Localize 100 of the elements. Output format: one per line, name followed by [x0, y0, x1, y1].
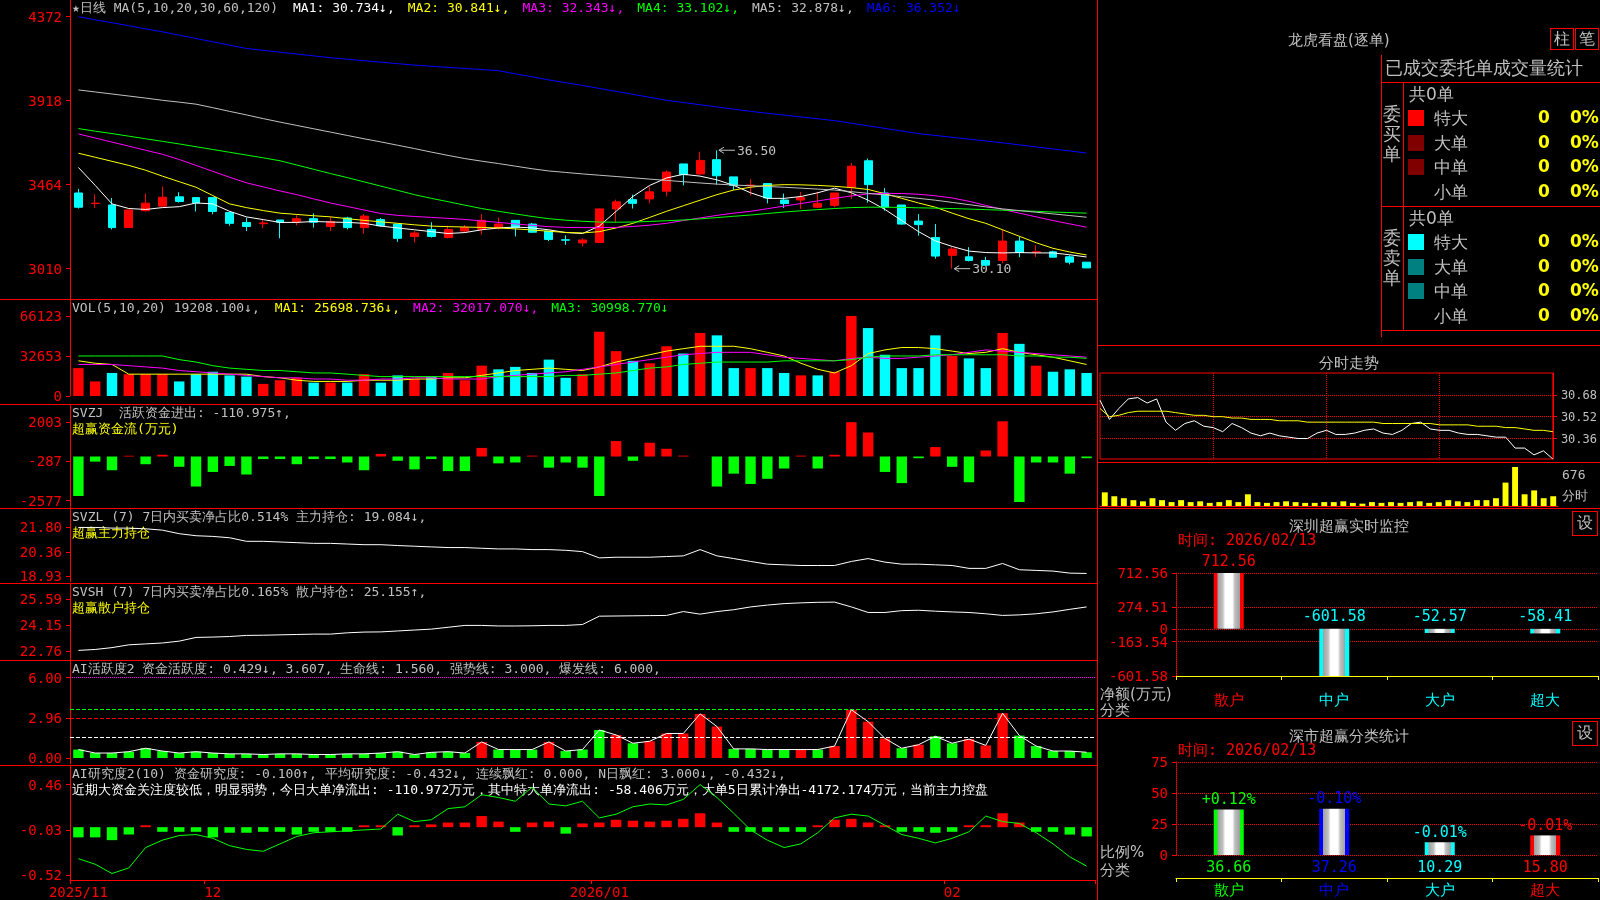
- data-label: 36.66: [1206, 857, 1252, 876]
- bar: [862, 432, 874, 457]
- bar: [1130, 500, 1137, 506]
- bar: [1064, 827, 1075, 835]
- bar: [1512, 467, 1519, 506]
- bar: [90, 827, 101, 838]
- category-label: 特大: [1434, 232, 1468, 252]
- line-series: [77, 166, 1088, 258]
- text: 0%: [1570, 180, 1599, 201]
- y-tick-label: 32653: [19, 348, 62, 365]
- y-tick-label: 25: [1151, 816, 1168, 832]
- text: 共0单: [1409, 207, 1454, 230]
- bar: [1030, 365, 1042, 396]
- chart-title: 深市超赢分类统计: [1289, 726, 1409, 745]
- bar: [862, 328, 874, 396]
- bar: [997, 421, 1008, 457]
- x-tick-label: 2025/11: [48, 884, 108, 900]
- bar: [493, 749, 504, 758]
- data-label: 0: [1538, 304, 1550, 325]
- bar: [1244, 494, 1251, 506]
- bar: [896, 456, 907, 484]
- bar: [493, 369, 504, 396]
- bar: [644, 363, 655, 396]
- data-label: -601.58: [1302, 607, 1366, 626]
- bar: [375, 382, 387, 396]
- bar: [862, 721, 874, 758]
- candlestick: [410, 230, 419, 244]
- bar: [1216, 502, 1223, 506]
- y-tick-label: 3918: [28, 92, 62, 109]
- bar: [846, 315, 857, 396]
- candlestick: [612, 199, 621, 223]
- bar: [1111, 496, 1118, 506]
- bar: [1540, 498, 1547, 506]
- category-label: 小单: [1434, 180, 1468, 204]
- bar: [1120, 498, 1127, 506]
- bar: [1330, 502, 1337, 506]
- data-label: 0: [1538, 156, 1550, 176]
- bar: [1531, 490, 1538, 506]
- bar: [1047, 456, 1059, 463]
- bar: [879, 738, 891, 758]
- y-tick-label: 50: [1151, 785, 1168, 801]
- bar: [1550, 496, 1557, 506]
- y-tick-label: -2577: [19, 492, 62, 509]
- bar: [291, 827, 303, 835]
- y-tick-label: 712.56: [1117, 565, 1168, 581]
- bar: [241, 753, 252, 758]
- bar: [812, 456, 823, 469]
- x-tick-label: 中户: [1319, 690, 1350, 709]
- bar: [694, 813, 706, 828]
- candlestick: [914, 213, 923, 237]
- data-label: 0: [1538, 255, 1550, 276]
- chart-title: SVSH (7) 7日内买卖净占比0.165% 散户持仓: 25.155↑,: [72, 584, 427, 599]
- bar: [140, 374, 151, 396]
- bar: [157, 374, 168, 396]
- y-tick-label: 4372: [28, 8, 62, 25]
- bar: [157, 751, 168, 758]
- bar: [661, 346, 672, 396]
- candlestick: [276, 219, 284, 239]
- candlestick: [108, 197, 116, 230]
- bar: [1014, 735, 1025, 758]
- bar: [358, 456, 370, 471]
- candlestick: [780, 193, 789, 209]
- text: 0%: [1570, 231, 1599, 251]
- bar: [577, 374, 588, 396]
- candlestick: [208, 197, 217, 215]
- bar: [728, 368, 739, 396]
- bar: [1530, 835, 1561, 855]
- bar: [594, 456, 605, 496]
- bar: [476, 447, 487, 457]
- chart-title: 分时走势: [1319, 353, 1379, 372]
- y-axis-title: 净额(万元): [1100, 685, 1172, 703]
- bar: [106, 372, 118, 396]
- bar: [1473, 500, 1480, 506]
- bar: [610, 734, 622, 758]
- bar: [459, 753, 471, 758]
- bar: [1178, 500, 1185, 506]
- bar: [510, 827, 521, 832]
- text: MA1: 25698.736↓,: [274, 300, 401, 315]
- text: MA4: 33.102↓,: [637, 0, 739, 15]
- bar: [795, 827, 807, 832]
- chart-title: AI研究度2(10) 资金研究度: -0.100↑, 平均研究度: -0.432↓, 连续飘红: 0.000, N日飘红: 3.000↓, -0.432↓,: [72, 766, 786, 781]
- category-label: 小单: [1434, 305, 1468, 326]
- bar: [930, 827, 941, 833]
- bar: [661, 820, 672, 828]
- bar: [1319, 808, 1350, 855]
- y-axis-title: 比例%: [1100, 843, 1145, 862]
- bar: [678, 733, 689, 758]
- bar: [1047, 827, 1059, 832]
- text: 0%: [1570, 280, 1599, 300]
- bar: [644, 442, 655, 457]
- text: 设: [1572, 721, 1598, 746]
- bar: [543, 456, 555, 468]
- x-tick-label: 12: [204, 884, 222, 900]
- bar: [258, 383, 269, 396]
- annotation: 36.50: [736, 142, 777, 158]
- bar: [392, 456, 403, 461]
- bar: [930, 335, 941, 396]
- y-tick-label: 22.76: [19, 643, 62, 660]
- bar: [308, 382, 319, 396]
- bar: [812, 375, 823, 396]
